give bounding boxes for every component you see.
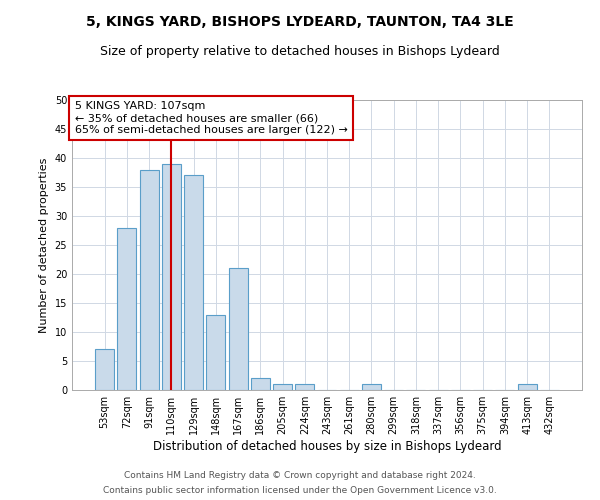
Bar	[162, 164, 181, 390]
Bar	[95, 350, 114, 390]
Text: 5 KINGS YARD: 107sqm
← 35% of detached houses are smaller (66)
65% of semi-detac: 5 KINGS YARD: 107sqm ← 35% of detached h…	[74, 102, 347, 134]
Bar	[229, 268, 248, 390]
Bar	[518, 384, 536, 390]
Text: Contains public sector information licensed under the Open Government Licence v3: Contains public sector information licen…	[103, 486, 497, 495]
Bar	[140, 170, 158, 390]
Bar	[206, 314, 225, 390]
Bar	[118, 228, 136, 390]
Text: 5, KINGS YARD, BISHOPS LYDEARD, TAUNTON, TA4 3LE: 5, KINGS YARD, BISHOPS LYDEARD, TAUNTON,…	[86, 15, 514, 29]
Bar	[184, 176, 203, 390]
Text: Contains HM Land Registry data © Crown copyright and database right 2024.: Contains HM Land Registry data © Crown c…	[124, 471, 476, 480]
Y-axis label: Number of detached properties: Number of detached properties	[39, 158, 49, 332]
Bar	[251, 378, 270, 390]
Bar	[362, 384, 381, 390]
Text: Size of property relative to detached houses in Bishops Lydeard: Size of property relative to detached ho…	[100, 45, 500, 58]
X-axis label: Distribution of detached houses by size in Bishops Lydeard: Distribution of detached houses by size …	[152, 440, 502, 453]
Bar	[273, 384, 292, 390]
Bar	[295, 384, 314, 390]
